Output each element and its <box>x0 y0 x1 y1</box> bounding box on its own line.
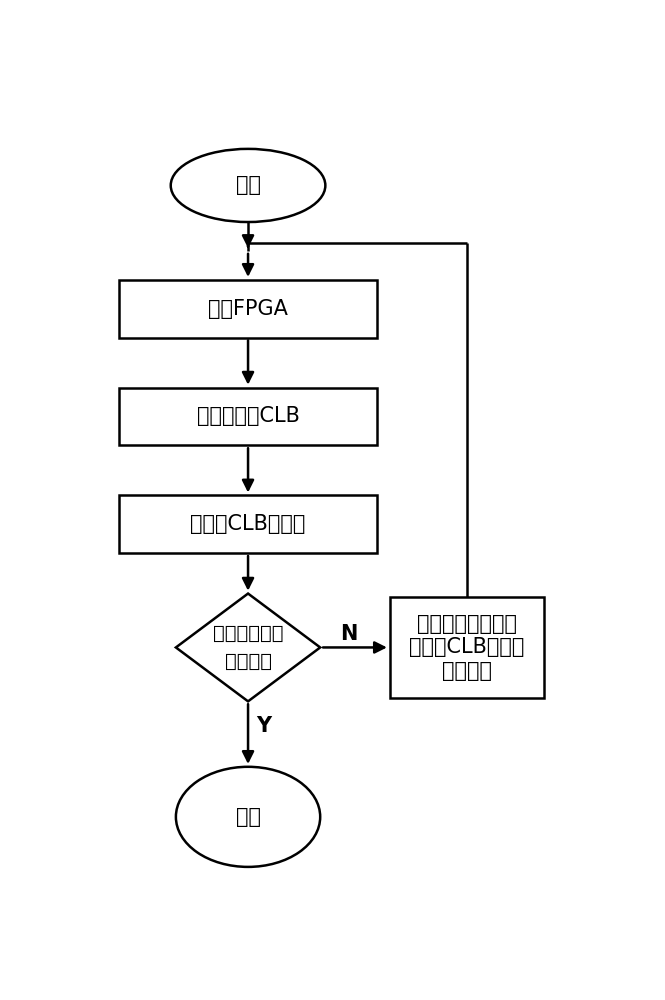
Bar <box>119 280 377 338</box>
Text: 分析输出结果
是否正确: 分析输出结果 是否正确 <box>213 624 283 671</box>
Text: N: N <box>340 624 357 644</box>
Ellipse shape <box>176 767 321 867</box>
Text: 结束: 结束 <box>235 807 261 827</box>
Bar <box>119 388 377 445</box>
Bar <box>390 597 545 698</box>
Text: 输出管脚重新连接
到错误CLB前一个
单元输出: 输出管脚重新连接 到错误CLB前一个 单元输出 <box>410 614 525 681</box>
Text: 初始化每个CLB: 初始化每个CLB <box>197 406 299 426</box>
Text: 数据在CLB中传输: 数据在CLB中传输 <box>190 514 306 534</box>
Bar <box>119 495 377 553</box>
Text: 开始: 开始 <box>235 175 261 195</box>
Polygon shape <box>176 594 321 701</box>
Ellipse shape <box>171 149 325 222</box>
Text: Y: Y <box>256 716 271 736</box>
Text: 配置FPGA: 配置FPGA <box>208 299 288 319</box>
